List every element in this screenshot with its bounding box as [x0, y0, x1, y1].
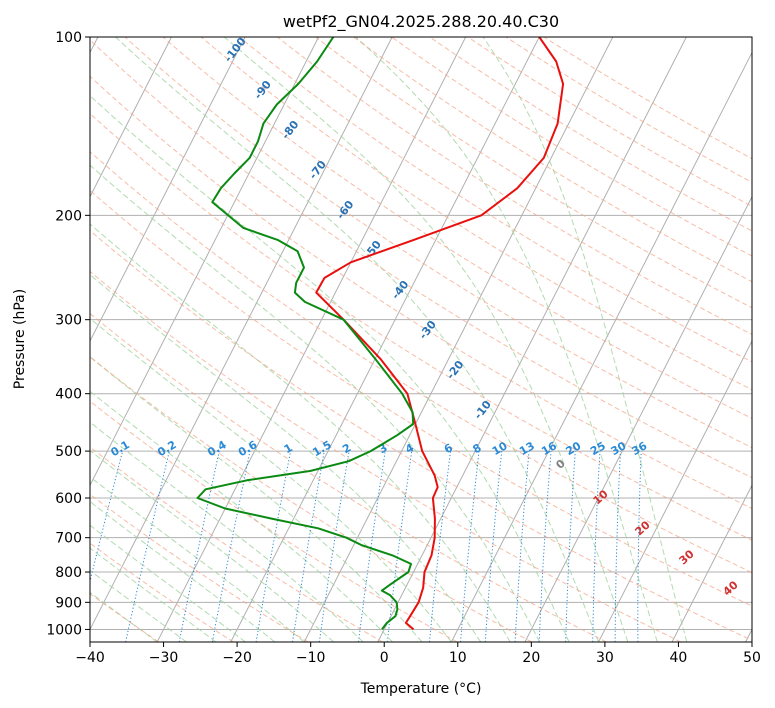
moist-adiabat: [90, 223, 511, 642]
y-tick-label: 1000: [46, 622, 82, 638]
y-tick-label: 200: [55, 208, 82, 224]
x-tick-label: −20: [222, 650, 252, 666]
profiles: [196, 37, 565, 631]
y-tick-label: 600: [55, 491, 82, 507]
dry-adiabat: [277, 37, 752, 336]
y-tick-label: 400: [55, 387, 82, 403]
mixing-ratio-line: [484, 451, 503, 642]
moist-adiabat: [90, 164, 541, 642]
grid: [90, 37, 752, 642]
x-tick-label: 0: [380, 650, 389, 666]
isotherm: [90, 37, 320, 487]
dry-adiabat: [90, 39, 752, 479]
plot-frame: [89, 36, 753, 643]
isotherm: [90, 37, 393, 631]
y-tick-label: 100: [55, 30, 82, 46]
isotherm: [598, 339, 752, 642]
isotherm: [90, 37, 246, 343]
x-tick-label: −30: [149, 650, 179, 666]
mixing-ratio-line: [358, 451, 386, 642]
y-tick-label: 500: [55, 444, 82, 460]
moist-adiabat: [90, 317, 452, 642]
dry-adiabats: [0, 37, 752, 642]
x-tick-label: 10: [449, 650, 467, 666]
mixing-ratio-line: [429, 451, 451, 642]
mixing-ratio-lines: [90, 450, 642, 642]
dry-adiabat: [124, 37, 752, 449]
dry-adiabat: [200, 37, 752, 391]
dewpoint-profile: [196, 37, 415, 630]
plot-content: 0.1 0.2 0.4 0.6 1 1.5 2 3 4 6 8 10 13 16 20 25 30 36-100-…: [0, 37, 752, 642]
dry-adiabat: [90, 312, 607, 642]
isotherm: [377, 37, 687, 642]
moist-adiabat: [115, 37, 599, 642]
dry-adiabat: [391, 37, 752, 257]
mixing-ratio-line: [538, 451, 552, 642]
moist-adiabat: [90, 95, 570, 642]
moist-adiabat: [90, 274, 482, 642]
x-tick-label: 50: [743, 650, 761, 666]
mixing-ratio-line: [460, 451, 480, 642]
y-axis-label: Pressure (hPa): [12, 289, 28, 389]
dry-adiabat: [90, 189, 752, 607]
moist-adiabat: [223, 37, 629, 642]
mixing-ratio-line: [125, 450, 170, 642]
moist-adiabat: [355, 37, 658, 642]
moist-adiabats: [90, 37, 688, 642]
moist-adiabat: [90, 421, 364, 642]
isotherm: [450, 51, 752, 642]
dry-adiabat: [0, 37, 10, 642]
y-tick-label: 900: [55, 595, 82, 611]
isotherm: [156, 37, 467, 642]
moist-adiabat: [90, 356, 423, 642]
mixing-ratio-line: [211, 450, 251, 642]
moist-adiabat: [90, 390, 393, 642]
mixing-ratio-line: [514, 451, 530, 642]
x-tick-label: −10: [296, 650, 326, 666]
dry-adiabat: [162, 37, 752, 419]
mixing-ratio-line: [292, 451, 325, 642]
dry-adiabat: [467, 37, 752, 207]
x-tick-label: 40: [670, 650, 688, 666]
dry-adiabat: [505, 37, 752, 183]
dry-adiabat: [90, 75, 752, 510]
moist-adiabat: [482, 37, 688, 642]
dry-adiabat: [353, 37, 752, 283]
isotherm: [90, 37, 172, 198]
mixing-ratio-line: [255, 451, 292, 642]
isotherm: [671, 484, 752, 642]
chart-title: wetPf2_GN04.2025.288.20.40.C30: [283, 12, 559, 32]
moist-adiabat: [90, 449, 335, 642]
x-axis-label: Temperature (°C): [360, 681, 482, 697]
mixing-ratio-line: [318, 451, 350, 642]
y-tick-label: 300: [55, 313, 82, 329]
moist-adiabat: [90, 476, 305, 642]
x-tick-label: −40: [75, 650, 105, 666]
dry-adiabat: [90, 112, 752, 541]
mixing-ratio-line: [178, 450, 220, 642]
x-tick-label: 30: [596, 650, 614, 666]
dry-adiabat: [90, 229, 752, 641]
isotherm: [524, 195, 752, 642]
dry-adiabat: [238, 37, 752, 363]
mixing-ratio-line: [386, 451, 413, 642]
y-tick-label: 700: [55, 531, 82, 547]
y-tick-label: 800: [55, 565, 82, 581]
moist-adiabat: [90, 524, 246, 642]
dry-adiabat: [90, 493, 309, 642]
dry-adiabat: [90, 270, 682, 642]
x-tick-label: 20: [522, 650, 540, 666]
axes: −40 −30 −20 −10 0 10 20 30 40 50 100 200 300 400 500 60…: [46, 30, 761, 666]
